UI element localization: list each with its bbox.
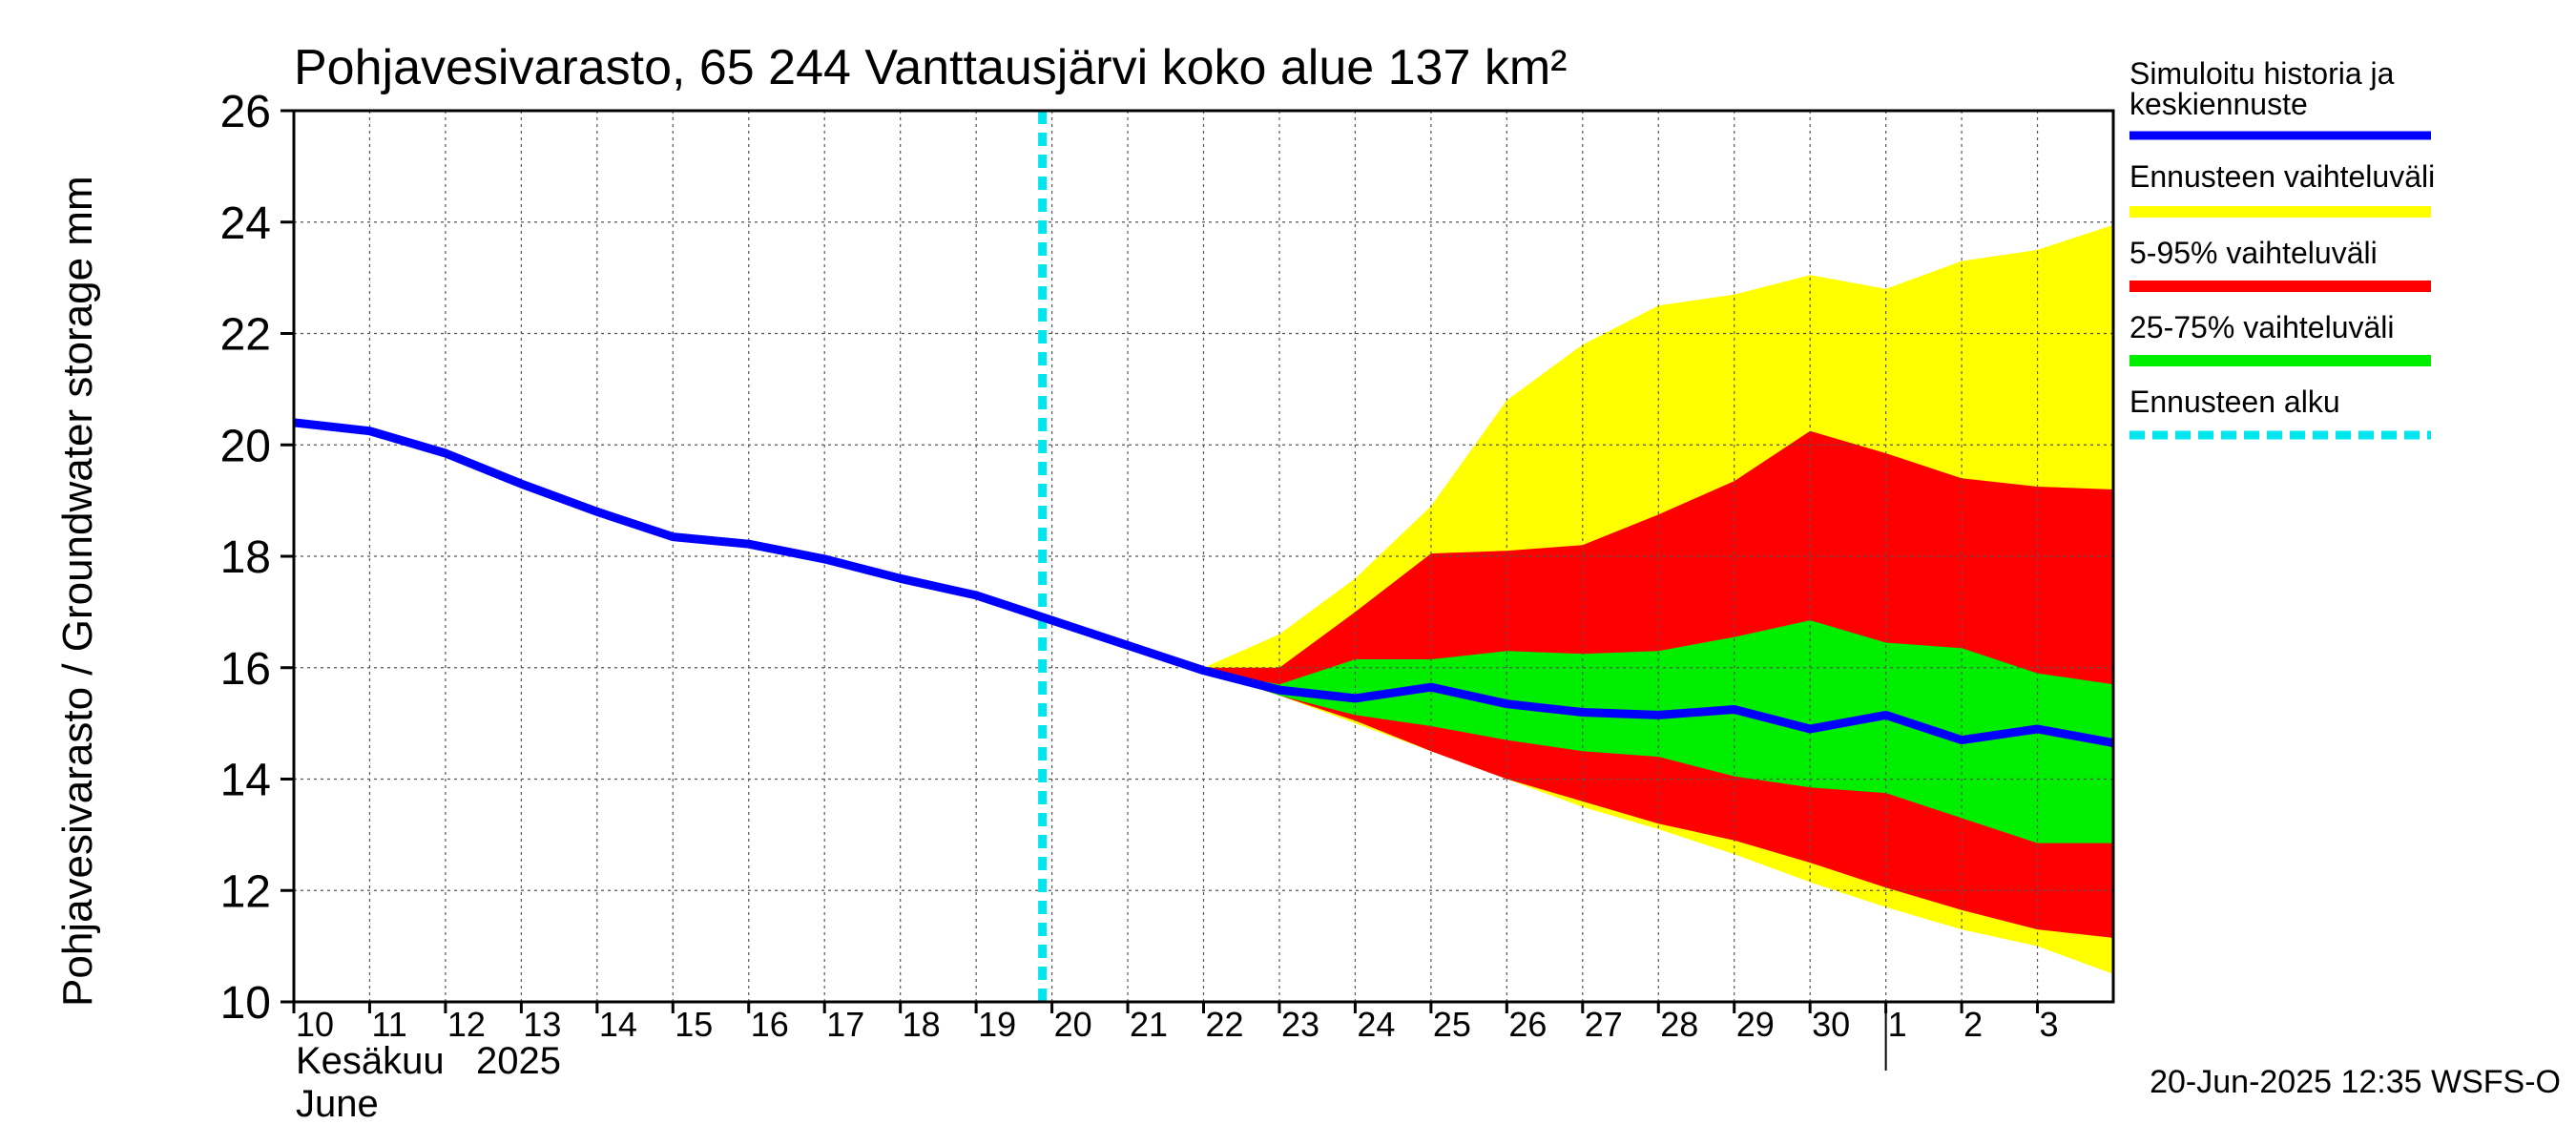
x-tick-label-16: 26 (1508, 1005, 1547, 1044)
x-tick-label-18: 28 (1660, 1005, 1698, 1044)
y-tick-label-1: 12 (220, 866, 271, 917)
x-tick-label-2: 12 (447, 1005, 486, 1044)
x-tick-label-10: 20 (1054, 1005, 1092, 1044)
legend-label-0-0: Simuloitu historia ja (2129, 56, 2395, 91)
y-axis: 10 12 14 16 18 20 22 24 26 (220, 87, 294, 1029)
legend-label-1-0: Ennusteen vaihteluväli (2129, 159, 2435, 194)
y-tick-label-3: 16 (220, 644, 271, 695)
x-tick-label-17: 27 (1585, 1005, 1623, 1044)
x-tick-label-19: 29 (1736, 1005, 1775, 1044)
series-lines (293, 418, 2114, 748)
x-tick-label-4: 14 (599, 1005, 637, 1044)
legend-label-0-1: keskiennuste (2129, 87, 2308, 121)
y-axis-label: Pohjavesivarasto / Groundwater storage m… (54, 176, 101, 1007)
x-tick-label-5: 15 (675, 1005, 713, 1044)
y-tick-label-7: 24 (220, 198, 271, 249)
legend-label-2-0: 5-95% vaihteluväli (2129, 236, 2378, 270)
footer-timestamp: 20-Jun-2025 12:35 WSFS-O (2150, 1064, 2561, 1100)
x-tick-label-8: 18 (903, 1005, 941, 1044)
y-tick-label-4: 18 (220, 532, 271, 583)
legend-label-4-0: Ennusteen alku (2129, 385, 2340, 419)
y-tick-label-5: 20 (220, 421, 271, 471)
x-tick-label-9: 19 (978, 1005, 1016, 1044)
x-tick-label-3: 13 (523, 1005, 561, 1044)
x-tick-label-23: 3 (2040, 1005, 2059, 1044)
x-tick-label-7: 17 (826, 1005, 864, 1044)
x-tick-label-1: 11 (371, 1005, 406, 1044)
legend-label-3-0: 25-75% vaihteluväli (2129, 310, 2395, 344)
y-tick-label-2: 14 (220, 756, 271, 806)
series-line-0 (293, 418, 2114, 748)
chart-title: Pohjavesivarasto, 65 244 Vanttausjärvi k… (294, 40, 1567, 95)
y-tick-label-8: 26 (220, 87, 271, 137)
month-label-fi: Kesäkuu 2025 (296, 1040, 561, 1082)
x-tick-label-20: 30 (1812, 1005, 1850, 1044)
x-tick-label-11: 21 (1130, 1005, 1168, 1044)
x-tick-label-13: 23 (1281, 1005, 1319, 1044)
x-tick-label-12: 22 (1206, 1005, 1244, 1044)
x-tick-label-15: 25 (1433, 1005, 1471, 1044)
y-tick-label-6: 22 (220, 310, 271, 361)
x-tick-label-0: 10 (296, 1005, 334, 1044)
grid (294, 111, 2113, 1002)
month-label-en: June (296, 1083, 379, 1125)
x-tick-label-22: 2 (1963, 1005, 1983, 1044)
y-tick-label-0: 10 (220, 978, 271, 1029)
x-tick-label-21: 1 (1888, 1005, 1907, 1044)
x-tick-label-14: 24 (1357, 1005, 1395, 1044)
x-axis: 10 11 12 13 14 15 16 17 18 19 20 21 22 23 24 25 26 27 28 29… (292, 1002, 2059, 1071)
x-tick-label-6: 16 (751, 1005, 789, 1044)
